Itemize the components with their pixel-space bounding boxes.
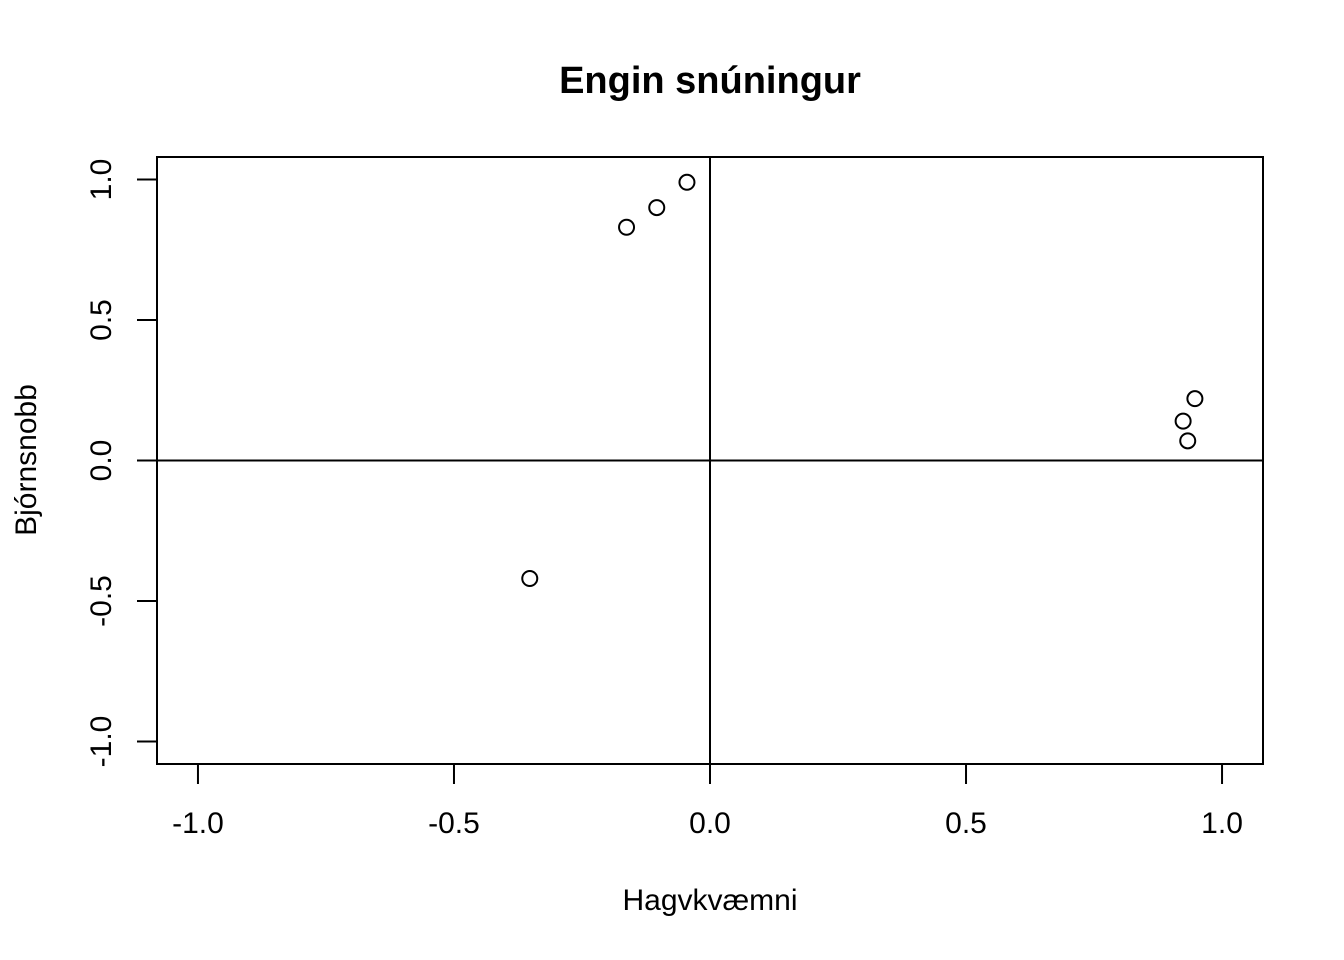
y-tick-label: 0.0 xyxy=(85,440,118,482)
x-axis-label: Hagvkvæmni xyxy=(622,884,797,917)
data-point xyxy=(678,173,696,191)
data-point xyxy=(1179,432,1197,450)
y-axis-label: Bjórnsnobb xyxy=(10,384,43,536)
plot-area: -1.0 -0.5 0.0 0.5 1.0 -1.0 -0.5 0.0 0.5 1.0 xyxy=(85,156,1264,840)
x-tick-label: -0.5 xyxy=(428,807,480,840)
x-tick-label: 0.5 xyxy=(945,807,987,840)
x-tick-label: -1.0 xyxy=(172,807,224,840)
x-tick-label: 0.0 xyxy=(689,807,731,840)
chart-title: Engin snúningur xyxy=(559,60,861,102)
y-tick-label: -0.5 xyxy=(85,575,118,627)
x-tick-label: 1.0 xyxy=(1201,807,1243,840)
y-tick-label: 1.0 xyxy=(85,159,118,201)
data-point xyxy=(648,199,666,217)
y-tick-label: -1.0 xyxy=(85,716,118,768)
data-point xyxy=(1186,390,1204,408)
data-point xyxy=(618,218,636,236)
data-point xyxy=(521,570,539,588)
data-point xyxy=(1174,412,1192,430)
y-tick-label: 0.5 xyxy=(85,299,118,341)
